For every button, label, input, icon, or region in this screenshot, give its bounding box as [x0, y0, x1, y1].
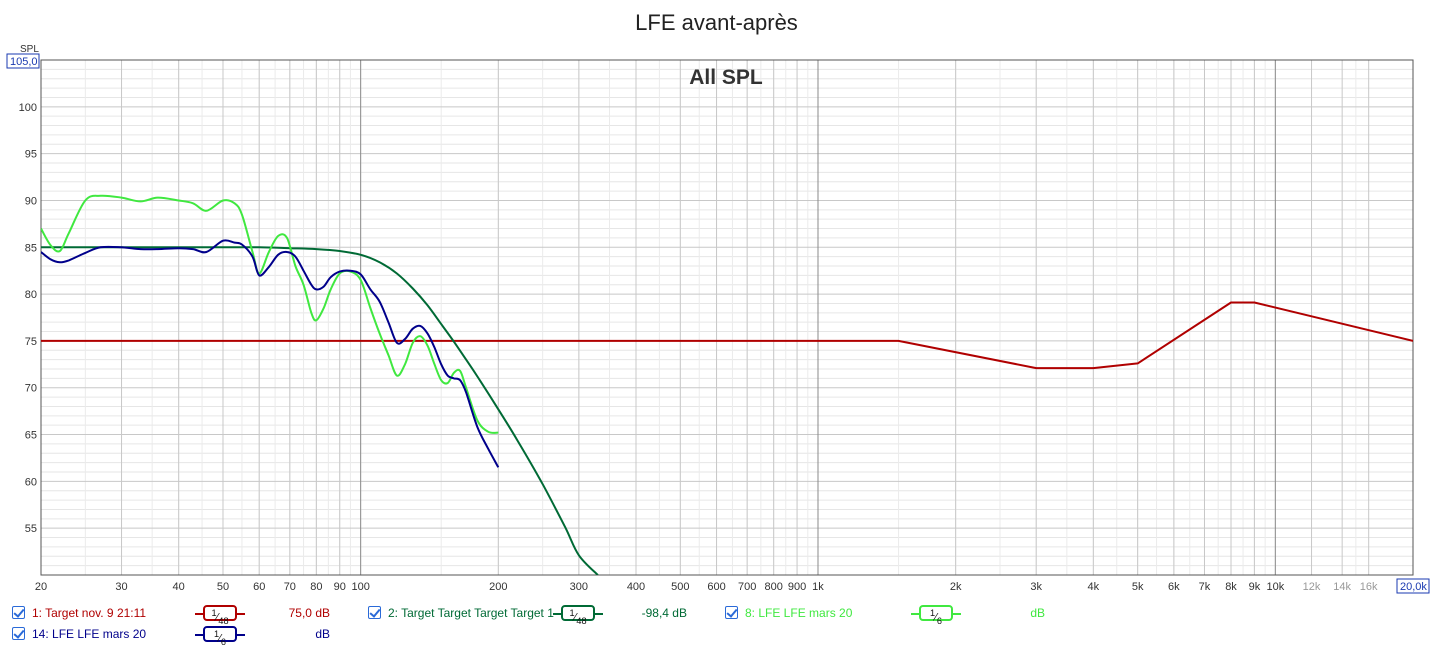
legend-label: 1: Target nov. 9 21:11 — [32, 606, 147, 620]
x-tick-label: 8k — [1225, 581, 1237, 593]
minor-grid — [40, 60, 1414, 575]
x-tick-label: 14k — [1333, 581, 1351, 593]
y-tick-label: 100 — [19, 102, 37, 114]
series-line-1 — [41, 301, 1413, 370]
legend-checkbox[interactable] — [368, 606, 381, 619]
x-tick-label: 10k — [1266, 581, 1284, 593]
x-tick-label: 70 — [284, 581, 296, 593]
legend-checkbox[interactable] — [12, 606, 25, 619]
smoothing-badge[interactable]: 1⁄48 — [203, 605, 237, 626]
smoothing-badge[interactable]: 1⁄6 — [919, 605, 953, 626]
y-max-box[interactable]: 105,0 — [6, 53, 40, 69]
legend-label: 2: Target Target Target Target 1 — [388, 606, 554, 620]
x-tick-label: 400 — [627, 581, 645, 593]
x-tick-label: 1k — [812, 581, 824, 593]
y-tick-label: 70 — [25, 383, 37, 395]
y-tick-label: 95 — [25, 149, 37, 161]
y-tick-label: 60 — [25, 476, 37, 488]
x-tick-label: 5k — [1132, 581, 1144, 593]
chart-title: LFE avant-après — [635, 10, 798, 35]
x-tick-label: 7k — [1199, 581, 1211, 593]
y-tick-label: 65 — [25, 430, 37, 442]
x-tick-label: 9k — [1249, 581, 1261, 593]
y-tick-label: 80 — [25, 289, 37, 301]
x-tick-label: 16k — [1360, 581, 1378, 593]
y-axis-label: SPL — [20, 44, 39, 55]
x-tick-label: 50 — [217, 581, 229, 593]
y-max-value: 105,0 — [10, 56, 38, 68]
x-tick-label: 900 — [788, 581, 806, 593]
legend-value: 75,0 dB — [288, 606, 330, 620]
x-tick-label: 700 — [738, 581, 756, 593]
legend-row-2: 14: LFE LFE mars 20 1⁄6 dB — [0, 625, 1433, 647]
smoothing-badge[interactable]: 1⁄48 — [561, 605, 595, 626]
x-tick-label: 30 — [115, 581, 127, 593]
series-layer — [41, 194, 1413, 575]
plot-area[interactable]: SPL 105,0 55 60 65 70 75 80 85 90 95 100 20 30 40 50… — [0, 0, 1433, 600]
x-tick-label: 80 — [310, 581, 322, 593]
plot-frame — [40, 59, 1414, 576]
smoothing-badge[interactable]: 1⁄6 — [203, 626, 237, 647]
x-tick-label: 60 — [253, 581, 265, 593]
x-tick-label: 40 — [173, 581, 185, 593]
legend-label: 8: LFE LFE mars 20 — [745, 606, 853, 620]
x-tick-label: 2k — [950, 581, 962, 593]
series-line-4 — [41, 239, 500, 468]
x-tick-label: 200 — [489, 581, 507, 593]
chart-annotation: All SPL — [689, 66, 763, 89]
x-tick-label: 6k — [1168, 581, 1180, 593]
x-tick-label: 20 — [35, 581, 47, 593]
series-line-2 — [41, 246, 599, 575]
legend-label: 14: LFE LFE mars 20 — [32, 627, 147, 641]
x-tick-label: 12k — [1303, 581, 1321, 593]
x-tick-label: 3k — [1030, 581, 1042, 593]
x-tick-label: 500 — [671, 581, 689, 593]
y-tick-label: 90 — [25, 195, 37, 207]
legend-value: -98,4 dB — [641, 606, 687, 620]
legend-value: dB — [315, 627, 330, 641]
legend-value: dB — [1030, 606, 1045, 620]
x-tick-label: 800 — [764, 581, 782, 593]
y-tick-label: 75 — [25, 336, 37, 348]
x-tick-label: 300 — [570, 581, 588, 593]
legend-checkbox[interactable] — [12, 627, 25, 640]
y-tick-label: 85 — [25, 242, 37, 254]
x-tick-label: 90 — [334, 581, 346, 593]
major-grid — [40, 60, 1413, 575]
series-line-3 — [41, 194, 499, 434]
x-tick-label: 4k — [1088, 581, 1100, 593]
legend-checkbox[interactable] — [725, 606, 738, 619]
legend-row-1: 1: Target nov. 9 21:11 1⁄48 75,0 dB 2: T… — [0, 604, 1433, 626]
y-tick-labels: 55 60 65 70 75 80 85 90 95 100 — [19, 102, 37, 535]
y-tick-label: 55 — [25, 523, 37, 535]
x-tick-labels: 20 30 40 50 60 70 80 90 100 200 300 400 500 600 700 800… — [35, 581, 1378, 593]
x-max-box[interactable]: 20,0k — [1396, 578, 1430, 594]
x-tick-label: 100 — [351, 581, 369, 593]
x-max-value: 20,0k — [1400, 581, 1427, 593]
x-tick-label: 600 — [707, 581, 725, 593]
